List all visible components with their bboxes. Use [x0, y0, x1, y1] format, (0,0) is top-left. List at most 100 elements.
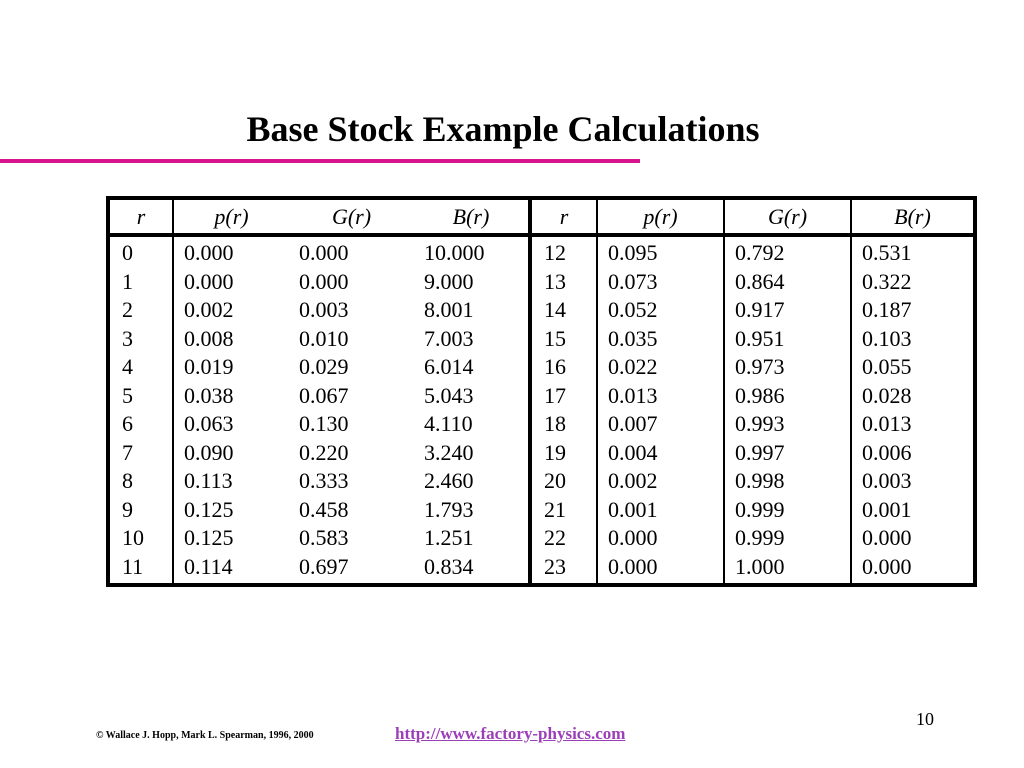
cell-r: 8 [108, 467, 174, 496]
header-r-right: r [530, 198, 598, 237]
cell-b: 1.251 [414, 524, 532, 553]
cell-b: 6.014 [414, 353, 532, 382]
cell-g: 0.067 [299, 382, 349, 408]
cell-r: 4 [108, 353, 174, 382]
cell-g: 0.999 [724, 524, 852, 553]
cell-g: 0.973 [724, 353, 852, 382]
cell-p: 0.125 [184, 525, 234, 550]
cell-p: 0.125 [184, 496, 234, 522]
cell-r: 11 [108, 552, 174, 585]
cell-p: 0.002 [597, 467, 725, 496]
cell-r: 2 [108, 296, 174, 325]
cell-r: 17 [530, 381, 598, 410]
cell-r: 1 [108, 267, 174, 296]
cell-r: 18 [530, 410, 598, 439]
cell-g: 0.220 [299, 439, 349, 465]
cell-r: 16 [530, 353, 598, 382]
title-underline-rule [0, 159, 640, 163]
header-p-right: p(r) [597, 198, 725, 237]
cell-b: 9.000 [414, 267, 532, 296]
cell-b: 0.187 [862, 297, 912, 322]
cell-r: 6 [108, 410, 174, 439]
cell-g: 0.583 [299, 525, 349, 550]
cell-g: 0.997 [724, 438, 852, 467]
cell-p: 0.019 [184, 354, 234, 379]
table-row: 5 0.038 0.067 5.043 17 0.013 0.986 0.028 [108, 381, 975, 410]
base-stock-table: r p(r) G(r) B(r) r p(r) G(r) B(r) 0 0.000… [106, 196, 977, 587]
cell-p: 0.095 [597, 235, 725, 268]
cell-b: 0.103 [862, 325, 912, 351]
cell-p: 0.063 [184, 411, 234, 436]
header-g-right: G(r) [724, 198, 852, 237]
cell-r: 13 [530, 267, 598, 296]
cell-r: 20 [530, 467, 598, 496]
cell-b: 0.834 [414, 552, 532, 585]
cell-g: 0.917 [724, 296, 852, 325]
cell-b: 0.013 [862, 411, 912, 436]
cell-g: 0.333 [299, 468, 349, 493]
cell-p: 0.090 [184, 439, 234, 465]
cell-p: 0.004 [597, 438, 725, 467]
cell-r: 5 [108, 381, 174, 410]
cell-g: 0.000 [299, 240, 349, 265]
cell-g: 1.000 [724, 552, 852, 585]
cell-p: 0.113 [184, 468, 233, 493]
footer-url-link[interactable]: http://www.factory-physics.com [395, 724, 626, 743]
table-row: 2 0.002 0.003 8.001 14 0.052 0.917 0.187 [108, 296, 975, 325]
cell-g: 0.998 [724, 467, 852, 496]
cell-p: 0.000 [184, 240, 234, 265]
slide-title: Base Stock Example Calculations [246, 109, 760, 149]
table-row: 0 0.000 0.000 10.000 12 0.095 0.792 0.531 [108, 235, 975, 268]
copyright-notice: © Wallace J. Hopp, Mark L. Spearman, 199… [96, 730, 314, 741]
cell-r: 0 [108, 235, 174, 268]
cell-p: 0.001 [597, 495, 725, 524]
cell-b: 0.028 [862, 382, 912, 408]
cell-b: 0.003 [862, 468, 912, 493]
cell-b: 0.000 [862, 553, 912, 579]
cell-g: 0.000 [299, 268, 349, 294]
table-row: 9 0.125 0.458 1.793 21 0.001 0.999 0.001 [108, 495, 975, 524]
cell-b: 0.531 [862, 240, 912, 265]
header-b-left: B(r) [414, 198, 532, 237]
cell-b: 5.043 [414, 381, 532, 410]
table-row: 11 0.114 0.697 0.834 23 0.000 1.000 0.000 [108, 552, 975, 585]
cell-p: 0.114 [184, 553, 233, 579]
cell-p: 0.000 [597, 552, 725, 585]
cell-r: 7 [108, 438, 174, 467]
table-row: 1 0.000 0.000 9.000 13 0.073 0.864 0.322 [108, 267, 975, 296]
cell-r: 19 [530, 438, 598, 467]
cell-p: 0.035 [597, 324, 725, 353]
table-row: 6 0.063 0.130 4.110 18 0.007 0.993 0.013 [108, 410, 975, 439]
cell-b: 8.001 [414, 296, 532, 325]
cell-g: 0.986 [724, 381, 852, 410]
cell-r: 22 [530, 524, 598, 553]
table-row: 10 0.125 0.583 1.251 22 0.000 0.999 0.000 [108, 524, 975, 553]
cell-g: 0.697 [299, 553, 349, 579]
cell-r: 9 [108, 495, 174, 524]
cell-g: 0.003 [299, 297, 349, 322]
cell-r: 14 [530, 296, 598, 325]
cell-p: 0.052 [597, 296, 725, 325]
cell-b: 4.110 [414, 410, 532, 439]
header-r-left: r [108, 198, 174, 237]
cell-r: 10 [108, 524, 174, 553]
cell-b: 0.322 [862, 268, 912, 294]
cell-p: 0.013 [597, 381, 725, 410]
cell-b: 10.000 [414, 235, 532, 268]
cell-g: 0.951 [724, 324, 852, 353]
cell-g: 0.010 [299, 325, 349, 351]
page-number: 10 [916, 709, 934, 729]
cell-p: 0.007 [597, 410, 725, 439]
cell-p: 0.002 [184, 297, 234, 322]
cell-b: 7.003 [414, 324, 532, 353]
cell-b: 0.000 [862, 525, 912, 550]
cell-g: 0.999 [724, 495, 852, 524]
table-body: 0 0.000 0.000 10.000 12 0.095 0.792 0.531 1 0.000… [108, 235, 975, 585]
cell-g: 0.993 [724, 410, 852, 439]
cell-p: 0.073 [597, 267, 725, 296]
cell-r: 23 [530, 552, 598, 585]
cell-p: 0.008 [184, 325, 234, 351]
cell-p: 0.038 [184, 382, 234, 408]
table-row: 3 0.008 0.010 7.003 15 0.035 0.951 0.103 [108, 324, 975, 353]
cell-b: 0.001 [862, 496, 912, 522]
